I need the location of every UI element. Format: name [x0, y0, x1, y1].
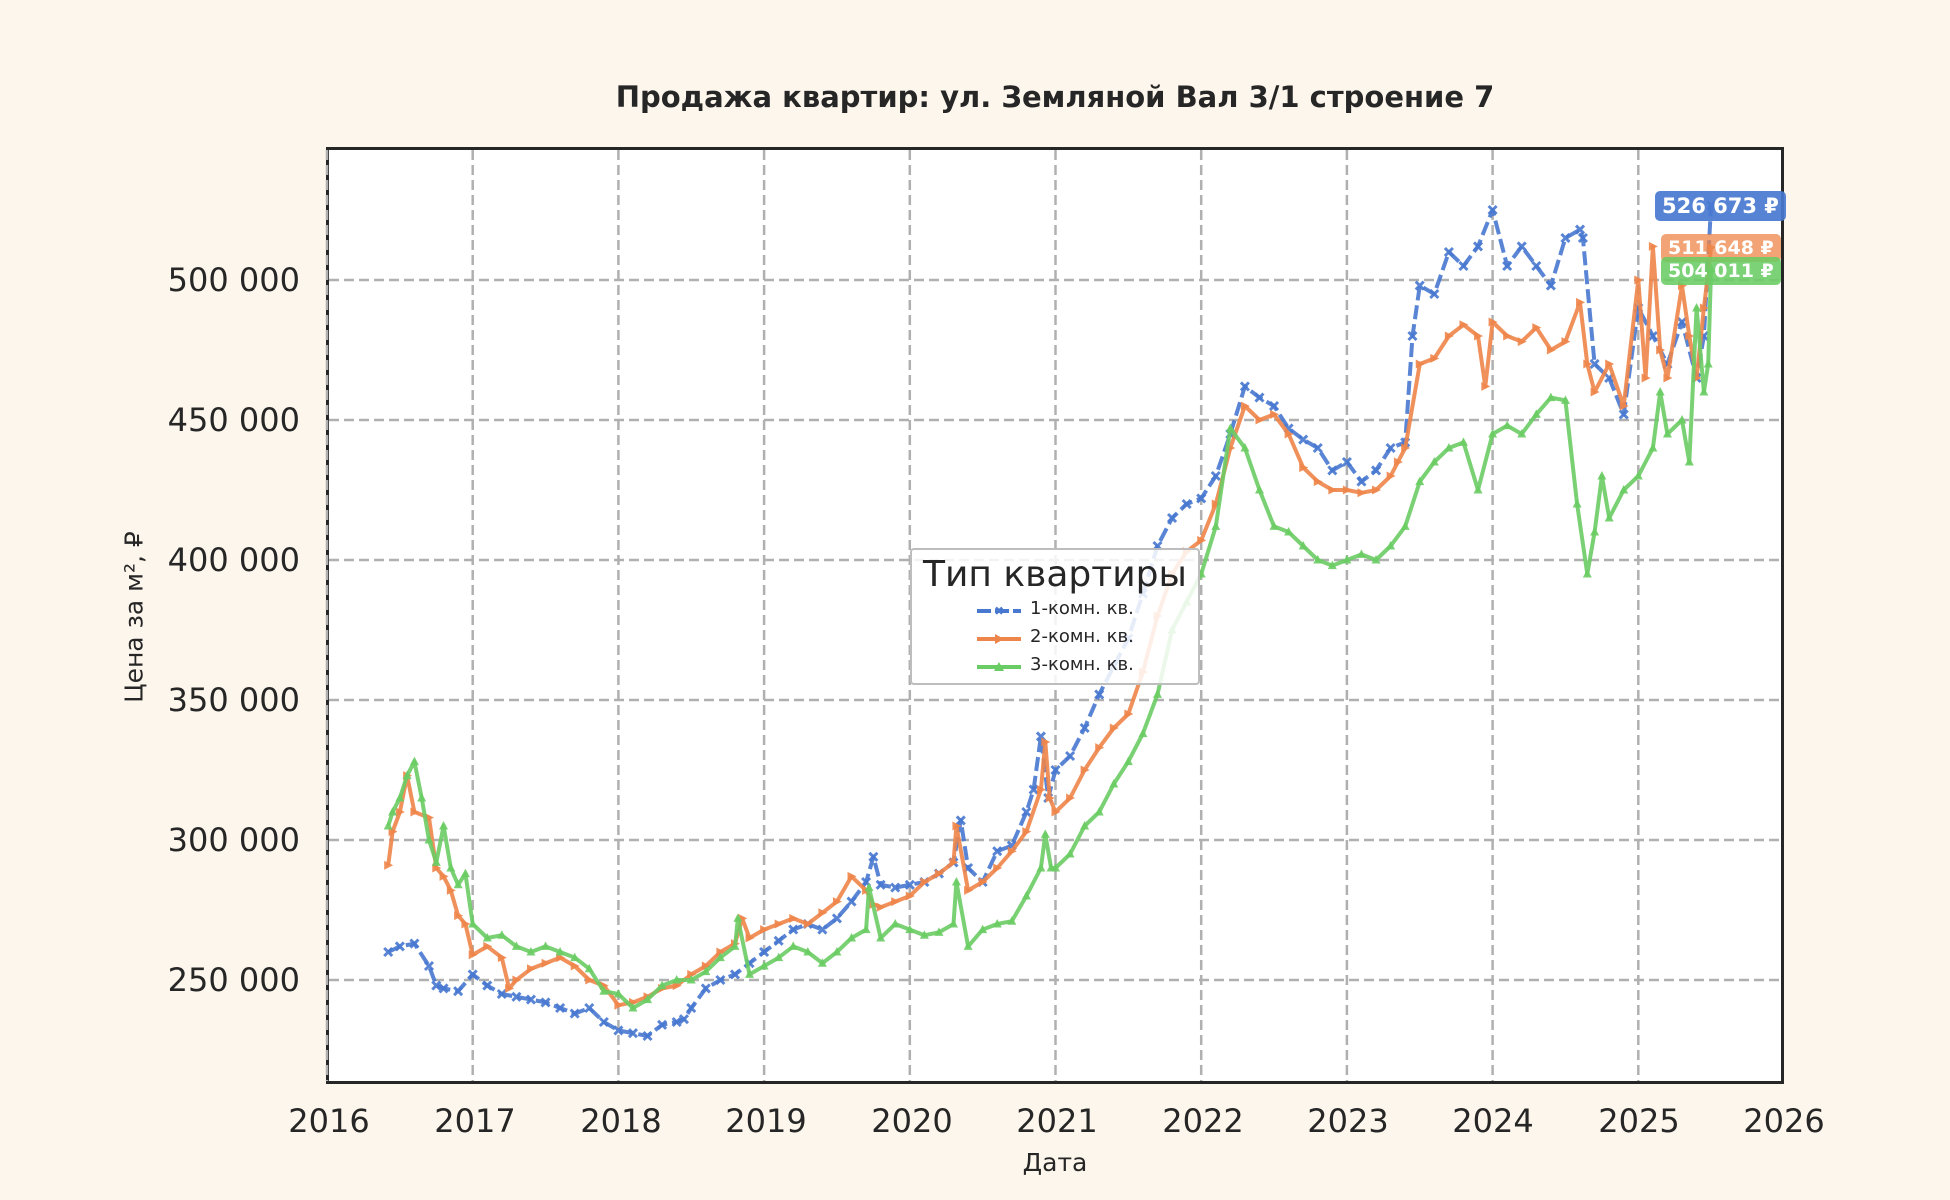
x-tick-label: 2020 — [871, 1102, 953, 1140]
y-tick-label: 500 000 — [167, 261, 300, 299]
legend-label: 2-комн. кв. — [1030, 626, 1134, 647]
x-tick-label: 2021 — [1016, 1102, 1098, 1140]
y-tick-label: 350 000 — [167, 681, 300, 719]
dashed-line-x-marker-icon: ✖ — [977, 605, 1021, 617]
chart-title: Продажа квартир: ул. Земляной Вал 3/1 ст… — [615, 80, 1495, 114]
legend-item-2-room: 2-комн. кв. — [912, 625, 1198, 653]
x-tick-label: 2018 — [580, 1102, 662, 1140]
y-axis-label: Цена за м², ₽ — [119, 531, 149, 703]
last-value-badge-3-room: 504 011 ₽ — [1661, 257, 1781, 285]
solid-line-triangle-marker-icon — [977, 662, 1021, 671]
x-tick-label: 2024 — [1452, 1102, 1534, 1140]
legend-label: 1-комн. кв. — [1030, 598, 1134, 619]
legend: Тип квартиры ✖ 1-комн. кв. 2-комн. кв. 3… — [910, 548, 1200, 685]
x-tick-label: 2019 — [725, 1102, 807, 1140]
x-tick-label: 2022 — [1162, 1102, 1244, 1140]
legend-label: 3-комн. кв. — [1030, 654, 1134, 675]
y-tick-label: 400 000 — [167, 541, 300, 579]
x-tick-label: 2023 — [1307, 1102, 1389, 1140]
svg-text:✖: ✖ — [994, 605, 1004, 617]
y-tick-label: 450 000 — [167, 401, 300, 439]
y-tick-label: 250 000 — [167, 961, 300, 999]
x-tick-label: 2025 — [1598, 1102, 1680, 1140]
last-value-badge-1-room: 526 673 ₽ — [1655, 191, 1786, 221]
legend-item-3-room: 3-комн. кв. — [912, 653, 1198, 681]
y-tick-label: 300 000 — [167, 821, 300, 859]
legend-item-1-room: ✖ 1-комн. кв. — [912, 597, 1198, 625]
legend-title: Тип квартиры — [923, 554, 1187, 595]
x-axis-label: Дата — [1022, 1148, 1088, 1177]
solid-line-arrow-marker-icon — [977, 634, 1021, 644]
x-tick-label: 2026 — [1743, 1102, 1825, 1140]
x-tick-label: 2017 — [434, 1102, 516, 1140]
x-tick-label: 2016 — [288, 1102, 370, 1140]
